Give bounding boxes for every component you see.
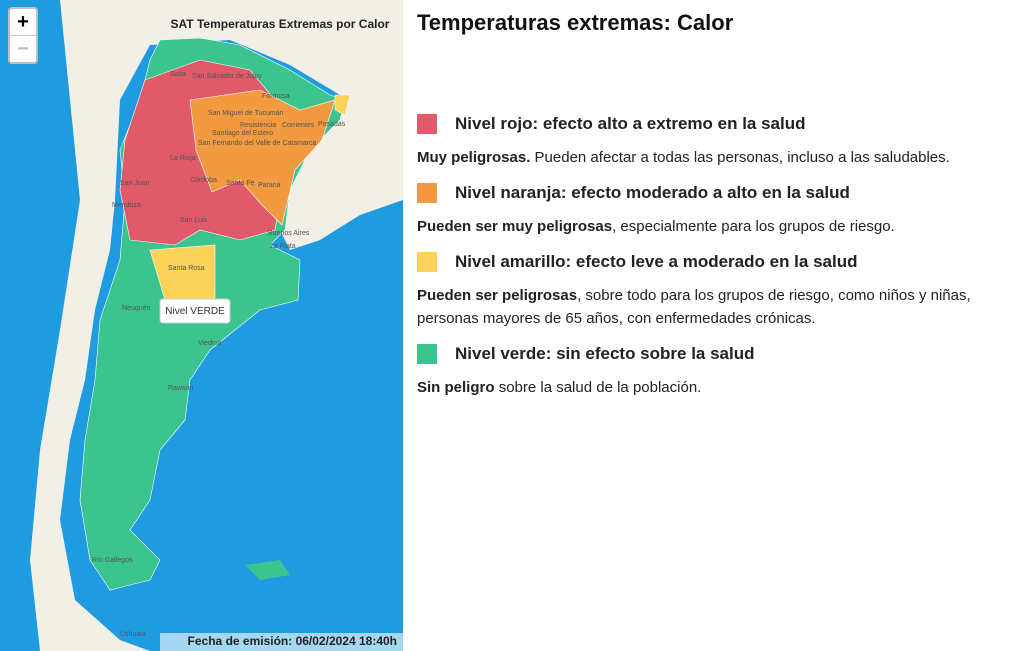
level-lead: Sin peligro xyxy=(417,379,495,396)
map: Salta San Salvador de Jujuy Formosa San … xyxy=(0,0,403,651)
level: Nivel naranja: efecto moderado a alto en… xyxy=(417,183,1007,238)
level-description: Sin peligro sobre la salud de la poblaci… xyxy=(417,376,1007,399)
level-heading: Nivel naranja: efecto moderado a alto en… xyxy=(417,183,1007,203)
level-text: Pueden afectar a todas las personas, inc… xyxy=(534,149,950,166)
level: Nivel rojo: efecto alto a extremo en la … xyxy=(417,114,1007,169)
legend: Temperaturas extremas: Calor Nivel rojo:… xyxy=(417,8,1007,413)
place-label: Resistencia xyxy=(240,122,276,129)
level-description: Pueden ser muy peligrosas, especialmente… xyxy=(417,215,1007,238)
level: Nivel amarillo: efecto leve a moderado e… xyxy=(417,252,1007,330)
level-description: Muy peligrosas. Pueden afectar a todas l… xyxy=(417,146,1007,169)
level-title: Nivel naranja: efecto moderado a alto en… xyxy=(455,183,850,202)
swatch xyxy=(417,252,437,272)
place-label: Rawson xyxy=(168,385,193,392)
place-label: Buenos Aires xyxy=(268,230,310,237)
place-label: Formosa xyxy=(262,93,290,100)
level-text: , especialmente para los grupos de riesg… xyxy=(612,218,895,235)
place-label: Córdoba xyxy=(190,177,217,184)
place-label: Viedma xyxy=(198,340,222,347)
place-label: San Juan xyxy=(120,180,150,187)
map-footer: Fecha de emisión: 06/02/2024 18:40h xyxy=(188,634,397,648)
place-label: Santa Rosa xyxy=(168,265,205,272)
tooltip: Nivel VERDE xyxy=(165,306,225,317)
place-label: Corrientes xyxy=(282,122,315,129)
level-heading: Nivel amarillo: efecto leve a moderado e… xyxy=(417,252,1007,272)
place-label: La Rioja xyxy=(170,155,196,162)
level: Nivel verde: sin efecto sobre la salud Si… xyxy=(417,344,1007,399)
level-text: , sobre todo para los grupos de riesgo, … xyxy=(417,287,971,327)
place-label: Ushuaia xyxy=(120,631,146,638)
place-label: San Luis xyxy=(180,217,208,224)
zoom-out[interactable]: − xyxy=(10,35,36,62)
place-label: San Salvador de Jujuy xyxy=(192,73,263,80)
zoom-control: + − xyxy=(8,7,38,64)
place-label: Salta xyxy=(170,71,186,78)
place-labels: Salta San Salvador de Jujuy Formosa San … xyxy=(92,71,346,638)
place-label: Paraná xyxy=(258,182,281,189)
level-description: Pueden ser peligrosas, sobre todo para l… xyxy=(417,284,1007,330)
swatch xyxy=(417,344,437,364)
place-label: Santiago del Estero xyxy=(212,130,273,137)
level-title: Nivel amarillo: efecto leve a moderado e… xyxy=(455,252,858,271)
place-label: San Fernando del Valle de Catamarca xyxy=(198,140,317,147)
swatch xyxy=(417,183,437,203)
zoom-in[interactable]: + xyxy=(17,11,29,33)
level-heading: Nivel verde: sin efecto sobre la salud xyxy=(417,344,1007,364)
swatch xyxy=(417,114,437,134)
place-label: Neuquén xyxy=(122,305,151,312)
place-label: Mendoza xyxy=(112,202,141,209)
level-text: sobre la salud de la población. xyxy=(498,379,702,396)
level-lead: Pueden ser peligrosas xyxy=(417,287,578,304)
level-title: Nivel verde: sin efecto sobre la salud xyxy=(455,344,755,363)
level-title: Nivel rojo: efecto alto a extremo en la … xyxy=(455,114,806,133)
place-label: Santa Fe xyxy=(226,180,255,187)
map-title: SAT Temperaturas Extremas por Calor xyxy=(171,17,390,31)
level-lead: Muy peligrosas. xyxy=(417,149,531,166)
place-label: Río Gallegos xyxy=(92,557,133,564)
place-label: La Plata xyxy=(270,243,296,250)
legend-title: Temperaturas extremas: Calor xyxy=(417,10,734,35)
level-lead: Pueden ser muy peligrosas xyxy=(417,218,613,235)
place-label: Posadas xyxy=(318,121,346,128)
level-heading: Nivel rojo: efecto alto a extremo en la … xyxy=(417,114,1007,134)
place-label: San Miguel de Tucumán xyxy=(208,110,284,117)
